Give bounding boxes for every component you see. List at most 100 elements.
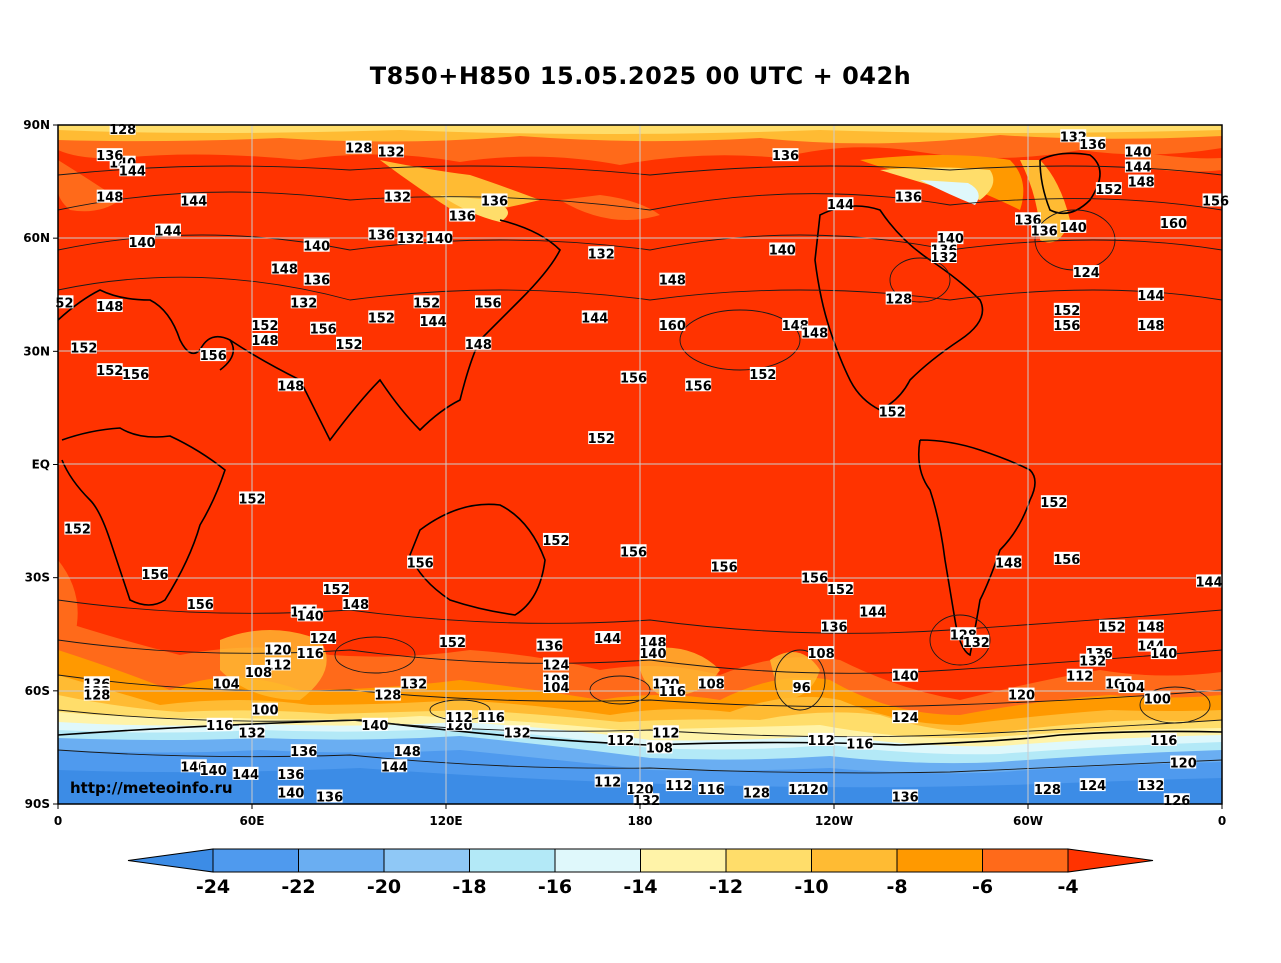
- contour-label: 148: [659, 274, 686, 289]
- contour-label: 96: [793, 681, 811, 696]
- contour-label-bg: [1160, 216, 1187, 230]
- longitude-axis: 0 60E 120E 180 120W 60W 0: [54, 804, 1226, 828]
- contour-label: 152: [1053, 304, 1080, 319]
- contour-label-bg: [821, 619, 847, 633]
- contour-label-bg: [1034, 781, 1061, 795]
- contour-label: 140: [303, 240, 330, 255]
- contour-label: 136: [96, 149, 123, 164]
- colorbar-segment: [725, 848, 812, 873]
- contour-label-bg: [536, 638, 563, 652]
- contour-label: 152: [1098, 621, 1125, 636]
- colorbar-label: -24: [196, 876, 230, 898]
- contour-label-bg: [1099, 619, 1126, 633]
- contour-label: 148: [465, 338, 492, 353]
- contour-label-bg: [808, 732, 835, 746]
- colorbar-label: -6: [972, 876, 993, 898]
- colorbar-max-extend: [1067, 848, 1154, 873]
- contour-label-bg: [659, 317, 686, 331]
- contour-label-bg: [368, 227, 395, 241]
- contour-label-bg: [1060, 219, 1087, 233]
- contour-label: 148: [271, 262, 298, 277]
- contour-label: 156: [200, 349, 227, 364]
- contour-label-bg: [251, 702, 278, 716]
- contour-label-bg: [83, 687, 110, 701]
- contour-label-bg: [652, 725, 679, 739]
- colorbar-label: -18: [452, 876, 486, 898]
- contour-label: 116: [297, 647, 324, 662]
- contour-label-bg: [1053, 317, 1080, 331]
- contour-label-bg: [394, 744, 421, 758]
- contour-label: 116: [659, 685, 686, 700]
- contour-label: 152: [542, 534, 569, 549]
- contour-label: 156: [122, 368, 149, 383]
- colorbar-segment: [982, 848, 1069, 873]
- colorbar-label: -14: [623, 876, 657, 898]
- contour-label-bg: [368, 310, 395, 324]
- contour-label: 128: [83, 689, 110, 704]
- contour-label: 152: [238, 492, 265, 507]
- contour-label: 152: [251, 319, 278, 334]
- contour-label: 136: [449, 210, 476, 225]
- contour-label: 140: [297, 609, 324, 624]
- contour-label-bg: [251, 333, 278, 347]
- contour-label-bg: [620, 370, 647, 384]
- contour-label: 140: [1150, 647, 1177, 662]
- contour-label-bg: [827, 581, 854, 595]
- contour-label-bg: [303, 238, 330, 252]
- contour-label-bg: [310, 631, 337, 645]
- contour-label: 148: [251, 334, 278, 349]
- contour-label-bg: [70, 340, 97, 354]
- contour-label-bg: [264, 642, 291, 656]
- contour-label: 108: [646, 741, 673, 756]
- contour-label-bg: [1031, 223, 1058, 237]
- lon-tick-label: 60W: [1013, 814, 1043, 828]
- contour-label-bg: [297, 646, 324, 660]
- contour-label-bg: [1073, 265, 1100, 279]
- contour-label-bg: [542, 680, 569, 694]
- contour-label-bg: [96, 189, 123, 203]
- contour-label: 144: [859, 606, 886, 621]
- map-title: T850+H850 15.05.2025 00 UTC + 042h: [369, 62, 912, 90]
- contour-label-bg: [937, 231, 964, 245]
- contour-labels: 1281281321321361401401361441361481441521…: [55, 121, 1229, 809]
- contour-label: 112: [445, 711, 472, 726]
- contour-label: 136: [536, 640, 563, 655]
- contour-label: 144: [1195, 575, 1222, 590]
- contour-label: 136: [820, 621, 847, 636]
- contour-label-bg: [55, 295, 74, 309]
- contour-label-bg: [1118, 680, 1145, 694]
- contour-label-bg: [96, 363, 123, 377]
- contour-label-bg: [749, 366, 776, 380]
- contour-label-bg: [827, 197, 854, 211]
- contour-label: 116: [478, 711, 505, 726]
- colorbar-label: -12: [709, 876, 743, 898]
- contour-label: 160: [659, 319, 686, 334]
- contour-label-bg: [96, 148, 123, 162]
- contour-label: 116: [1150, 734, 1177, 749]
- contour-label-bg: [303, 272, 330, 286]
- contour-label-bg: [1053, 302, 1080, 316]
- contour-label: 132: [400, 677, 427, 692]
- contour-label: 140: [1124, 145, 1151, 160]
- contour-label: 132: [397, 232, 424, 247]
- contour-label-bg: [892, 668, 919, 682]
- contour-label-bg: [213, 676, 240, 690]
- contour-label: 116: [698, 783, 725, 798]
- contour-label: 144: [180, 194, 207, 209]
- contour-label-bg: [1124, 144, 1151, 158]
- contour-label: 124: [892, 711, 919, 726]
- contour-label: 132: [377, 145, 404, 160]
- contour-label: 136: [481, 194, 508, 209]
- contour-label: 152: [70, 342, 97, 357]
- contour-label-bg: [64, 521, 91, 535]
- contour-label: 152: [413, 296, 440, 311]
- contour-label-bg: [846, 736, 873, 750]
- contour-label: 156: [407, 557, 434, 572]
- contour-label: 128: [109, 123, 136, 138]
- lon-tick-label: 60E: [240, 814, 265, 828]
- contour-label-bg: [381, 759, 408, 773]
- contour-label: 112: [652, 726, 679, 741]
- contour-label: 140: [128, 236, 155, 251]
- contour-label-bg: [594, 774, 621, 788]
